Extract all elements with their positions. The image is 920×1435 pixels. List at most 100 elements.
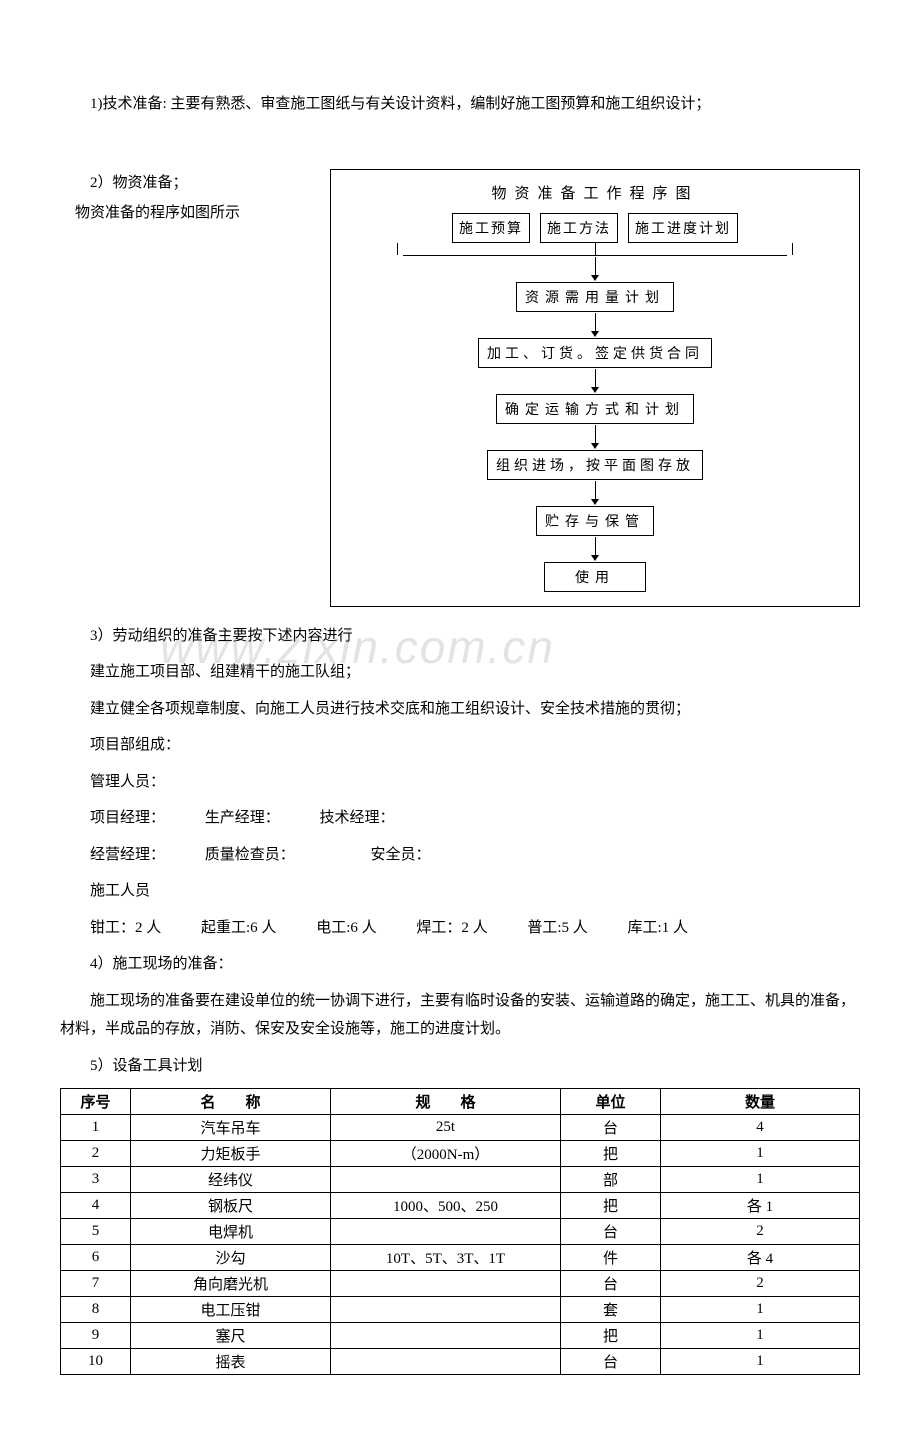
l7c: 安全员： [371, 847, 431, 863]
table-cell [331, 1167, 561, 1193]
table-cell: 各 4 [661, 1245, 860, 1271]
table-cell: 1 [661, 1297, 860, 1323]
table-row: 4钢板尺1000、500、250把各 1 [61, 1193, 860, 1219]
table-cell: 8 [61, 1297, 131, 1323]
table-cell: 4 [61, 1193, 131, 1219]
fc-box-transport: 确定运输方式和计划 [496, 394, 694, 424]
l9c: 电工:6 人 [316, 920, 376, 936]
fc-down-triple [345, 243, 845, 255]
table-row: 6沙勾10T、5T、3T、1T件各 4 [61, 1245, 860, 1271]
table-cell: 力矩板手 [131, 1141, 331, 1167]
section2-wrap: 2）物资准备； 物资准备的程序如图所示 物资准备工作程序图 施工预算 施工方法 … [60, 169, 860, 607]
table-cell: 6 [61, 1245, 131, 1271]
th-spec: 规 格 [331, 1089, 561, 1115]
fc-stem [397, 243, 398, 255]
table-cell: 电工压钳 [131, 1297, 331, 1323]
th-qty: 数量 [661, 1089, 860, 1115]
table-cell [331, 1297, 561, 1323]
table-cell: 把 [561, 1323, 661, 1349]
table-cell: 经纬仪 [131, 1167, 331, 1193]
table-cell: 台 [561, 1271, 661, 1297]
table-row: 8电工压钳 套1 [61, 1297, 860, 1323]
section2-line1: 2）物资准备； [60, 169, 320, 198]
l9e: 普工:5 人 [527, 920, 587, 936]
table-cell: 1000、500、250 [331, 1193, 561, 1219]
table-cell: 4 [661, 1115, 860, 1141]
table-cell: 2 [661, 1271, 860, 1297]
l7b: 质量检查员： [205, 847, 295, 863]
table-cell [331, 1219, 561, 1245]
l7a: 经营经理： [90, 847, 165, 863]
arrow-down-icon [345, 480, 845, 506]
th-unit: 单位 [561, 1089, 661, 1115]
l6a: 项目经理： [90, 810, 165, 826]
table-cell: 沙勾 [131, 1245, 331, 1271]
th-seq: 序号 [61, 1089, 131, 1115]
fc-stem [595, 243, 596, 255]
section3-l4: 项目部组成： [60, 731, 860, 760]
section3-l3: 建立健全各项规章制度、向施工人员进行技术交底和施工组织设计、安全技术措施的贯彻； [60, 695, 860, 724]
table-cell: 件 [561, 1245, 661, 1271]
table-cell: 汽车吊车 [131, 1115, 331, 1141]
section4-l1: 4）施工现场的准备： [60, 950, 860, 979]
l9d: 焊工：2 人 [416, 920, 487, 936]
table-cell: 台 [561, 1219, 661, 1245]
fc-box-order: 加工、订货。签定供货合同 [478, 338, 712, 368]
fc-box-storage: 贮存与保管 [536, 506, 654, 536]
fc-stem [792, 243, 793, 255]
table-cell: 电焊机 [131, 1219, 331, 1245]
l6c: 技术经理： [320, 810, 395, 826]
l9f: 库工:1 人 [628, 920, 688, 936]
table-cell: 2 [661, 1219, 860, 1245]
table-cell: 角向磨光机 [131, 1271, 331, 1297]
table-cell: 1 [661, 1349, 860, 1375]
table-cell: 1 [661, 1323, 860, 1349]
table-row: 9塞尺 把1 [61, 1323, 860, 1349]
table-row: 1汽车吊车25t台4 [61, 1115, 860, 1141]
table-cell: 钢板尺 [131, 1193, 331, 1219]
table-cell: 5 [61, 1219, 131, 1245]
section3-l1: 3）劳动组织的准备主要按下述内容进行 [60, 622, 860, 651]
l6b: 生产经理： [205, 810, 280, 826]
table-cell: 塞尺 [131, 1323, 331, 1349]
arrow-down-icon [345, 536, 845, 562]
table-cell: 把 [561, 1141, 661, 1167]
flowchart-title: 物资准备工作程序图 [345, 182, 845, 203]
flowchart-row1: 施工预算 施工方法 施工进度计划 [345, 213, 845, 243]
equipment-table: 序号 名 称 规 格 单位 数量 1汽车吊车25t台42力矩板手（2000N-m… [60, 1088, 860, 1375]
table-cell: 9 [61, 1323, 131, 1349]
table-cell: 2 [61, 1141, 131, 1167]
fc-box-schedule: 施工进度计划 [628, 213, 738, 243]
table-cell: （2000N-m） [331, 1141, 561, 1167]
section2-line2-text: 物资准备的程序如图所示 [75, 205, 240, 221]
fc-box-method: 施工方法 [540, 213, 618, 243]
table-cell: 摇表 [131, 1349, 331, 1375]
fc-box-budget: 施工预算 [452, 213, 530, 243]
table-row: 5电焊机 台2 [61, 1219, 860, 1245]
section1-text: 1)技术准备: 主要有熟悉、审查施工图纸与有关设计资料，编制好施工图预算和施工组… [60, 90, 860, 119]
table-cell: 7 [61, 1271, 131, 1297]
section3-l7: 经营经理： 质量检查员： 安全员： [60, 841, 860, 870]
section3-l6: 项目经理： 生产经理： 技术经理： [60, 804, 860, 833]
table-cell [331, 1271, 561, 1297]
table-row: 2力矩板手（2000N-m）把1 [61, 1141, 860, 1167]
table-row: 3经纬仪部1 [61, 1167, 860, 1193]
th-name: 名 称 [131, 1089, 331, 1115]
table-cell: 部 [561, 1167, 661, 1193]
l9a: 钳工：2 人 [90, 920, 161, 936]
table-cell: 1 [661, 1141, 860, 1167]
fc-box-use: 使用 [544, 562, 646, 592]
section3-l9: 钳工：2 人 起重工:6 人 电工:6 人 焊工：2 人 普工:5 人 库工:1… [60, 914, 860, 943]
section3-l5: 管理人员： [60, 768, 860, 797]
l9b: 起重工:6 人 [201, 920, 276, 936]
arrow-down-icon [345, 424, 845, 450]
table-cell [331, 1323, 561, 1349]
table-cell: 10T、5T、3T、1T [331, 1245, 561, 1271]
table-cell: 3 [61, 1167, 131, 1193]
section3-l2: 建立施工项目部、组建精干的施工队组； [60, 658, 860, 687]
table-body: 1汽车吊车25t台42力矩板手（2000N-m）把13经纬仪部14钢板尺1000… [61, 1115, 860, 1375]
flowchart: 物资准备工作程序图 施工预算 施工方法 施工进度计划 资源需用量计划 加工、订货… [330, 169, 860, 607]
section3-l8: 施工人员 [60, 877, 860, 906]
table-cell: 10 [61, 1349, 131, 1375]
table-cell: 套 [561, 1297, 661, 1323]
